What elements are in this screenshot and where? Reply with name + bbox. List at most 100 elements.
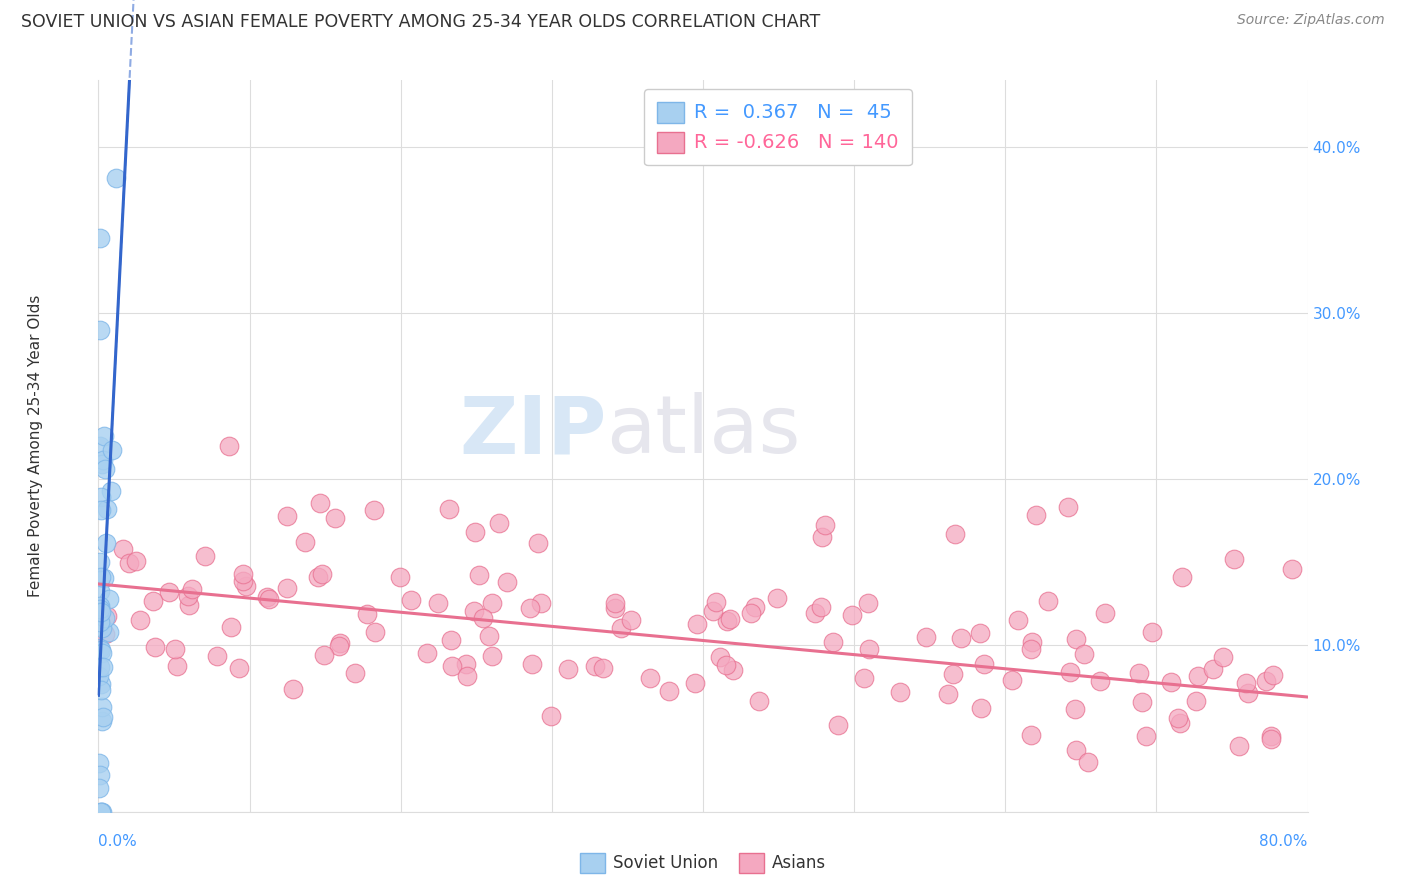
Point: [481, 596, 503, 610]
Point: [90, 700, 112, 714]
Point: [93, 571, 115, 585]
Point: [969, 626, 991, 640]
Point: [1254, 673, 1277, 688]
Point: [427, 596, 450, 610]
Legend: Soviet Union, Asians: Soviet Union, Asians: [574, 847, 832, 880]
Point: [90, 503, 112, 517]
Point: [766, 591, 789, 606]
Point: [488, 516, 510, 530]
Point: [467, 568, 489, 582]
Point: [307, 570, 329, 584]
Point: [1135, 729, 1157, 743]
Point: [1160, 674, 1182, 689]
Point: [439, 633, 461, 648]
Point: [125, 554, 148, 568]
Point: [415, 646, 437, 660]
Point: [714, 657, 737, 672]
Point: [520, 657, 543, 671]
Point: [98, 591, 121, 606]
Point: [471, 611, 494, 625]
Point: [90, 805, 112, 819]
Point: [90, 570, 112, 584]
Point: [89, 660, 111, 674]
Point: [1260, 729, 1282, 743]
Point: [356, 607, 378, 622]
Point: [218, 439, 240, 453]
Point: [478, 629, 501, 643]
Point: [437, 502, 460, 516]
Point: [1170, 716, 1192, 731]
Point: [1185, 694, 1208, 708]
Point: [744, 599, 766, 614]
Point: [118, 556, 141, 570]
Point: [1073, 647, 1095, 661]
Point: [94, 627, 117, 641]
Point: [464, 525, 486, 540]
Point: [1094, 606, 1116, 620]
Point: [294, 535, 316, 549]
Point: [89, 606, 111, 620]
Point: [1007, 613, 1029, 627]
Point: [235, 579, 257, 593]
Point: [177, 598, 200, 612]
Point: [440, 659, 463, 673]
Point: [96, 608, 118, 623]
Point: [810, 599, 832, 614]
Point: [704, 595, 727, 609]
Point: [104, 171, 127, 186]
Point: [194, 549, 217, 563]
Point: [495, 574, 517, 589]
Point: [1036, 593, 1059, 607]
Text: 0.0%: 0.0%: [98, 834, 138, 849]
Point: [89, 640, 111, 655]
Point: [157, 585, 180, 599]
Point: [1223, 552, 1246, 566]
Point: [93, 429, 115, 443]
Point: [811, 530, 834, 544]
Point: [1064, 743, 1087, 757]
Point: [90, 683, 112, 698]
Point: [344, 666, 367, 681]
Point: [309, 496, 332, 510]
Point: [1260, 731, 1282, 746]
Point: [325, 511, 347, 525]
Point: [89, 768, 111, 782]
Point: [856, 596, 879, 610]
Point: [112, 542, 135, 557]
Point: [603, 596, 626, 610]
Text: atlas: atlas: [606, 392, 800, 470]
Point: [89, 601, 111, 615]
Point: [90, 805, 112, 819]
Point: [87, 781, 110, 796]
Point: [740, 607, 762, 621]
Point: [1187, 669, 1209, 683]
Point: [94, 535, 117, 549]
Point: [557, 662, 579, 676]
Point: [914, 630, 936, 644]
Point: [605, 601, 627, 615]
Point: [91, 621, 114, 635]
Point: [89, 615, 111, 629]
Point: [388, 570, 411, 584]
Point: [89, 439, 111, 453]
Point: [1064, 632, 1087, 646]
Point: [89, 599, 111, 613]
Point: [1128, 665, 1150, 680]
Text: Female Poverty Among 25-34 Year Olds: Female Poverty Among 25-34 Year Olds: [28, 295, 42, 597]
Point: [129, 613, 152, 627]
Point: [96, 501, 118, 516]
Point: [90, 805, 112, 819]
Point: [638, 671, 661, 685]
Point: [1237, 686, 1260, 700]
Point: [1021, 635, 1043, 649]
Point: [943, 526, 966, 541]
Point: [592, 661, 614, 675]
Point: [256, 590, 278, 604]
Point: [1167, 711, 1189, 725]
Point: [228, 660, 250, 674]
Point: [1001, 673, 1024, 688]
Point: [456, 657, 478, 672]
Point: [180, 582, 202, 596]
Point: [283, 682, 305, 697]
Point: [276, 509, 298, 524]
